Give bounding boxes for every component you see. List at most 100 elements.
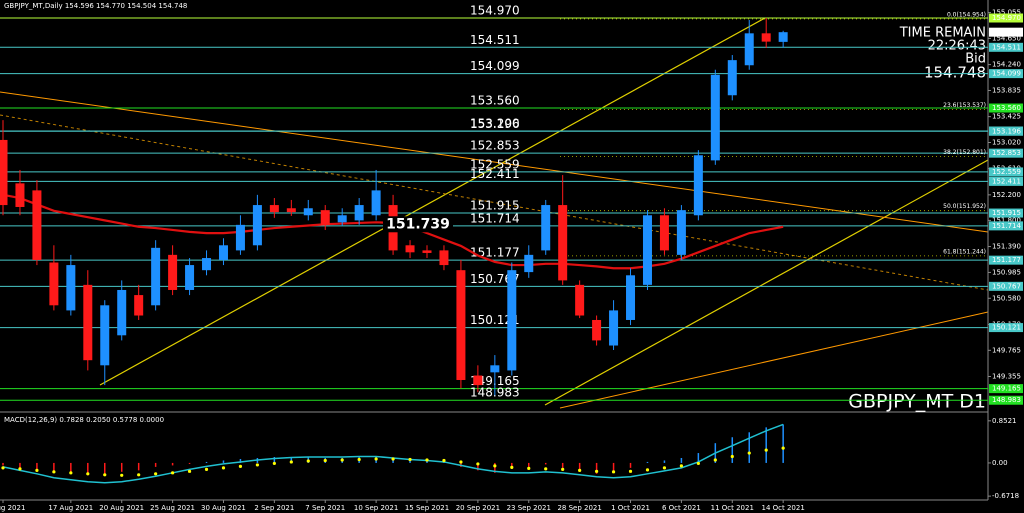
candle-body xyxy=(337,215,347,223)
level-tag xyxy=(989,281,1023,291)
candle-body xyxy=(659,215,669,251)
x-tick-label: 15 Sep 2021 xyxy=(405,504,449,512)
trend-lines xyxy=(0,17,989,409)
level-tag xyxy=(989,208,1023,218)
signal-dot xyxy=(781,446,785,450)
price-tag-label: 154.748 xyxy=(992,28,1021,36)
level-tag xyxy=(989,13,1023,23)
signal-dot xyxy=(306,459,310,463)
candle-body xyxy=(32,190,42,260)
fib-label: 0.0(154.954) xyxy=(947,12,986,19)
candle-body xyxy=(710,74,720,161)
fib-label: 61.8(151.244) xyxy=(943,248,986,255)
open-label: 154.596 xyxy=(65,2,94,10)
signal-dot xyxy=(120,473,124,477)
signal-dot xyxy=(442,458,446,463)
signal-dot xyxy=(35,468,39,472)
candle-body xyxy=(405,245,415,253)
level-label: 153.196 xyxy=(470,117,520,131)
candle-body xyxy=(354,205,364,221)
x-tick-label: 23 Sep 2021 xyxy=(507,504,551,512)
x-tick-label: 7 Sep 2021 xyxy=(305,504,345,512)
x-tick-label: 6 Oct 2021 xyxy=(662,504,701,512)
y-tick-label: 153.835 xyxy=(992,86,1021,94)
level-label: 152.559 xyxy=(470,157,520,171)
signal-dot xyxy=(493,464,497,468)
level-label: 152.411 xyxy=(470,167,520,181)
y-tick-label: 150.580 xyxy=(992,294,1021,302)
signal-dot xyxy=(187,469,192,473)
x-tick-label: 28 Sep 2021 xyxy=(557,504,601,512)
candle-body xyxy=(761,33,771,42)
candle-body xyxy=(642,215,652,285)
level-tag xyxy=(989,126,1023,136)
signal-dot xyxy=(272,461,276,466)
level-tag-label: 151.915 xyxy=(992,209,1021,217)
annotation: 151.739 xyxy=(386,216,450,232)
signal-dot xyxy=(204,467,209,471)
candle-body xyxy=(151,247,161,306)
candle-body xyxy=(218,245,228,260)
candle-body xyxy=(524,254,534,273)
signal-dot xyxy=(730,454,734,459)
fib-label: 38.2(152.801) xyxy=(943,149,986,156)
y-tick-label: 154.650 xyxy=(992,34,1021,42)
level-tag-label: 149.165 xyxy=(992,385,1021,393)
signal-dot xyxy=(527,466,531,470)
level-tag xyxy=(989,148,1023,158)
level-tag-label: 153.196 xyxy=(992,127,1021,135)
level-label: 153.560 xyxy=(470,94,520,108)
candle-body xyxy=(269,205,279,213)
time-remain-label: TIME REMAIN xyxy=(899,26,986,41)
signal-dot xyxy=(713,458,717,462)
signal-dot xyxy=(340,458,344,462)
level-tag-label: 152.559 xyxy=(992,168,1021,176)
signal-dot xyxy=(425,458,429,462)
level-label: 151.915 xyxy=(470,199,520,213)
signal-dot xyxy=(323,458,327,463)
level-tag xyxy=(989,167,1023,177)
candle-body xyxy=(439,250,449,266)
trend-line xyxy=(99,17,766,386)
level-tag xyxy=(989,221,1023,231)
level-label: 154.970 xyxy=(470,4,520,18)
signal-dot xyxy=(374,457,378,461)
level-tag-label: 152.411 xyxy=(992,177,1021,185)
signal-dot xyxy=(137,473,141,477)
candle-body xyxy=(168,254,178,290)
x-tick-label: 25 Aug 2021 xyxy=(150,504,195,512)
candle-body xyxy=(15,183,25,207)
chart-title: GBPJPY_MT,Daily xyxy=(4,2,63,10)
level-tag-label: 154.970 xyxy=(992,14,1021,22)
level-label: 151.177 xyxy=(470,246,520,260)
level-label: 154.511 xyxy=(470,33,520,47)
signal-dot xyxy=(696,461,700,466)
candle-body xyxy=(320,210,330,225)
signal-dot xyxy=(679,464,684,468)
candle-body xyxy=(252,205,262,246)
y-tick-label: 149.355 xyxy=(992,372,1021,380)
low-label: 154.504 xyxy=(127,2,156,10)
trend-line xyxy=(0,114,989,291)
candle-body xyxy=(507,270,517,371)
signal-dot xyxy=(255,463,259,467)
signal-dot xyxy=(408,457,412,462)
level-label: 151.714 xyxy=(470,211,520,225)
signal-dot xyxy=(544,467,548,471)
chart-header: GBPJPY_MT,Daily 154.596 154.770 154.504 … xyxy=(4,2,187,10)
level-tag-label: 150.767 xyxy=(992,282,1021,290)
candle-body xyxy=(303,208,313,216)
x-tick-label: 2 Sep 2021 xyxy=(254,504,294,512)
candle-body xyxy=(778,32,788,42)
x-tick-label: 1 Oct 2021 xyxy=(611,504,650,512)
x-tick-label: 12 Aug 2021 xyxy=(0,504,25,512)
signal-dot xyxy=(747,451,751,455)
signal-dot xyxy=(86,472,90,476)
high-label: 154.770 xyxy=(96,2,125,10)
signal-dot xyxy=(18,467,22,471)
y-tick-label: 151.390 xyxy=(992,243,1021,251)
signal-dot xyxy=(611,470,616,474)
level-tag xyxy=(989,255,1023,265)
candle-body xyxy=(744,33,754,66)
candle-body xyxy=(575,284,585,316)
